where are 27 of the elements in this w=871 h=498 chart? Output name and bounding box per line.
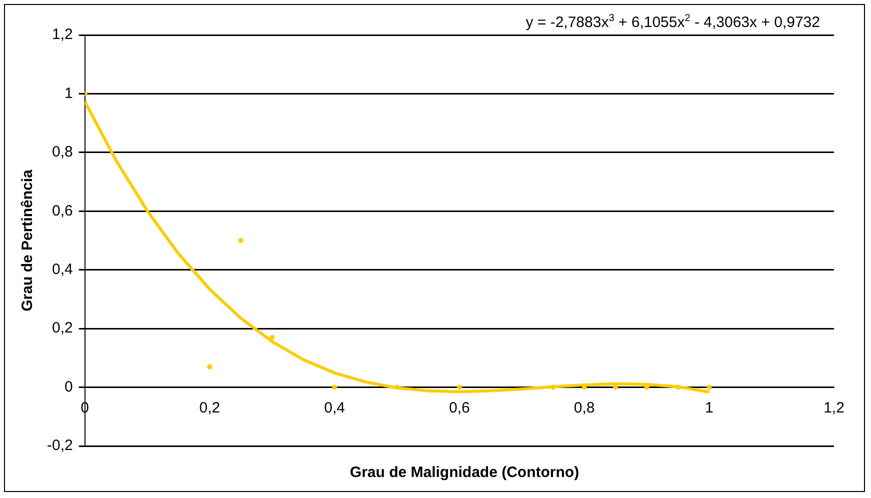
x-tick-label: 1,2 [824,399,844,416]
y-tick-label: 1,2 [52,26,73,44]
point [394,384,400,390]
point [612,384,618,390]
y-tick-label: 0 [64,378,73,396]
y-tick-label: -0,2 [46,437,73,454]
y-tick-label: 1 [64,84,73,102]
text: y = -2,7883x$^{3}$ + 6,1055x$^{2}$ - 4,3063x + 0,9732 [526,13,820,31]
point [332,384,338,390]
point [456,384,462,390]
x-tick-label: 0,4 [324,399,345,416]
y-axis-title: Grau de Pertinência [19,168,36,312]
point [238,238,244,243]
x-tick-label: 0,2 [199,399,220,416]
x-tick-label: 0,6 [448,399,470,416]
y-tick-label: 0,2 [52,320,73,337]
x-axis-title: Grau de Malignidade (Contorno) [348,464,580,481]
y-tick-label: 0,4 [52,261,73,278]
point [550,384,556,390]
point [675,384,680,390]
x-tick-label: 0,8 [574,399,595,416]
y-tick-label: 0,8 [52,144,73,161]
y-tick-label: 0,6 [52,202,73,220]
point [207,364,212,370]
point [706,384,712,390]
point [270,334,275,340]
x-tick-label: 1 [704,399,714,416]
